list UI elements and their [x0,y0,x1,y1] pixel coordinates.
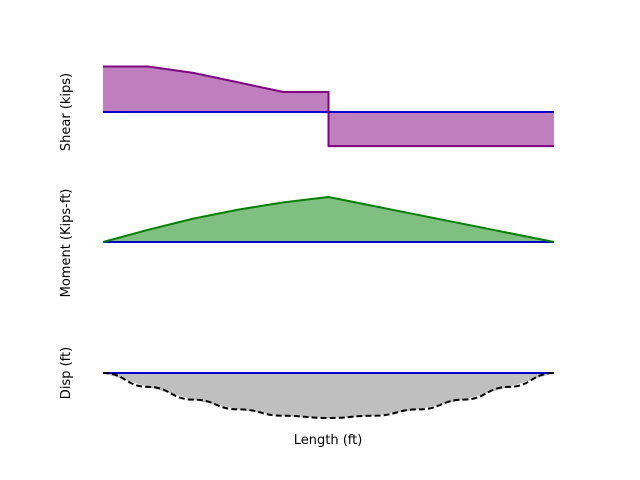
shear-curve [103,65,554,148]
displacement-area [103,373,554,418]
shear-panel: Shear (kips) [59,65,554,151]
displacement-panel: Disp (ft) Length (ft) [59,347,555,448]
moment-curve [102,196,555,243]
moment-area [103,197,554,242]
displacement-ylabel: Disp (ft) [59,347,74,399]
moment-ylabel: Moment (Kips-ft) [59,189,74,298]
shear-ylabel: Shear (kips) [59,73,74,151]
moment-panel: Moment (Kips-ft) [59,189,555,298]
length-xlabel: Length (ft) [294,433,363,448]
